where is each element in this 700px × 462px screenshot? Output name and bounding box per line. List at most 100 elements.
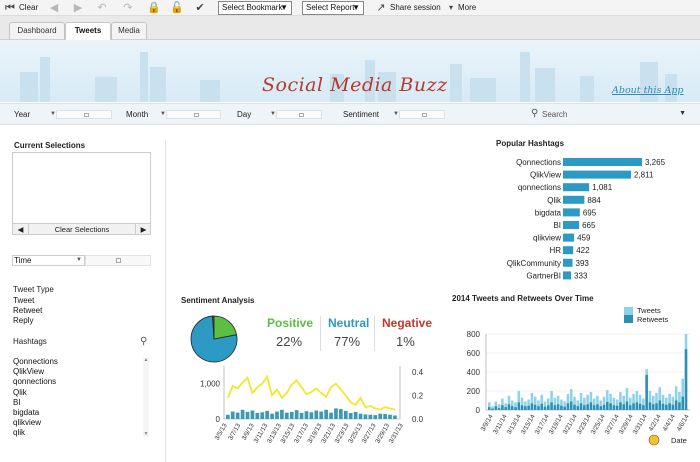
list-item[interactable]: qonnections <box>13 377 57 386</box>
chevron-down-icon[interactable]: ▼ <box>393 111 399 117</box>
legend-swatch-tweets <box>624 307 633 315</box>
list-item[interactable]: BI <box>13 398 21 407</box>
sentiment-filter-box[interactable] <box>399 110 445 119</box>
list-item[interactable]: Reply <box>13 316 34 325</box>
neutral-label: Neutral <box>328 316 370 330</box>
chart-title: 2014 Tweets and Retweets Over Time <box>452 294 594 303</box>
bar-category-label: qlikview <box>533 234 561 243</box>
bar <box>388 414 392 419</box>
bar <box>294 410 299 419</box>
bar-tweets <box>602 396 606 410</box>
select-report-dropdown[interactable]: Select Report ▼ <box>302 1 364 15</box>
search-input[interactable]: ⚲ Search ▼ <box>530 107 686 122</box>
list-item[interactable]: Retweet <box>13 306 43 315</box>
time-select[interactable]: Time ▼ <box>12 255 151 266</box>
panel-divider <box>165 140 166 462</box>
bar-retweets <box>530 403 534 410</box>
bar-category-label: GartnerBI <box>526 271 561 280</box>
redo-icon[interactable]: ↷ <box>123 2 133 14</box>
forward-icon[interactable]: ▶ <box>73 2 83 14</box>
chevron-down-icon[interactable]: ▼ <box>76 257 82 263</box>
chevron-down-icon[interactable]: ▼ <box>160 111 166 117</box>
chevron-down-icon[interactable]: ▼ <box>679 110 686 117</box>
year-filter-box[interactable] <box>56 110 112 119</box>
list-item[interactable]: bigdata <box>13 408 40 417</box>
x-tick-label: 3/31/14 <box>632 413 649 436</box>
bar-tweets <box>560 399 563 410</box>
scroll-left-icon[interactable]: ◀ <box>13 224 29 235</box>
more-icon[interactable]: ▾ <box>448 3 453 12</box>
tab-media[interactable]: Media <box>111 22 147 39</box>
popular-hashtags-chart: Qonnections 3,265 QlikView 2,811 qonnections… <box>507 158 666 280</box>
bar <box>563 195 585 204</box>
select-bookmark-label: Select Bookmark <box>222 3 283 12</box>
bar <box>563 183 590 192</box>
filter-bar: Year ▼ Month ▼ Day ▼ Sentiment ▼ <box>0 103 700 125</box>
more-button[interactable]: More <box>458 3 477 12</box>
list-item[interactable]: qlikview <box>13 418 42 427</box>
bar-retweets <box>661 403 665 410</box>
day-filter-label[interactable]: Day <box>237 110 252 119</box>
month-filter-box[interactable] <box>166 110 221 119</box>
bar-retweets <box>615 405 619 410</box>
bar-tweets <box>674 386 678 410</box>
bar-tweets <box>550 391 553 410</box>
bar-tweets <box>501 398 504 410</box>
chevron-down-icon[interactable]: ▼ <box>270 111 276 117</box>
bar-value-label: 393 <box>576 259 590 268</box>
bar-tweets <box>566 393 570 410</box>
list-item[interactable]: Tweet <box>13 296 35 305</box>
share-session-button[interactable]: Share session <box>390 3 441 12</box>
scrollbar[interactable]: ▲ ▼ <box>143 357 149 437</box>
tab-tweets[interactable]: Tweets <box>65 22 111 40</box>
bar <box>563 258 573 267</box>
list-item[interactable]: Qlik <box>13 388 27 397</box>
toolbar: ⏮ Clear ◀ ▶ ↶ ↷ 🔒 🔓 ✔ Select Bookmark ▼ S… <box>0 0 700 16</box>
tab-dashboard[interactable]: Dashboard <box>9 22 65 39</box>
list-item[interactable]: QlikView <box>13 367 44 376</box>
back-icon[interactable]: ◀ <box>49 2 59 14</box>
bar-retweets <box>625 401 629 410</box>
scroll-right-icon[interactable]: ▶ <box>135 224 151 235</box>
bar-retweets <box>553 405 557 410</box>
bar-tweets <box>609 393 612 410</box>
bar-tweets <box>678 391 681 410</box>
tweet-type-title: Tweet Type <box>13 285 54 294</box>
bar-retweets <box>576 406 580 410</box>
bar-tweets <box>655 392 658 410</box>
bar-tweets <box>533 396 537 410</box>
y-tick-label: 0 <box>216 415 221 424</box>
check-icon[interactable]: ✔ <box>195 2 205 14</box>
day-filter-box[interactable] <box>276 110 322 119</box>
year-filter-label[interactable]: Year <box>14 110 31 119</box>
bar-category-label: bigdata <box>535 208 562 217</box>
search-icon: ⚲ <box>531 108 539 119</box>
bar <box>284 412 289 419</box>
share-icon[interactable]: ↗ <box>376 2 386 14</box>
bar-retweets <box>510 406 514 410</box>
clear-selections-button[interactable]: Clear Selections <box>54 225 110 234</box>
chevron-down-icon[interactable]: ▼ <box>50 111 56 117</box>
bar <box>299 412 304 419</box>
bar-value-label: 459 <box>577 234 591 243</box>
clear-icon[interactable]: ⏮ <box>5 2 15 14</box>
month-filter-label[interactable]: Month <box>126 110 149 119</box>
lock-icon[interactable]: 🔒 <box>147 2 161 14</box>
bar-value-label: 333 <box>574 271 588 280</box>
bar-tweets <box>619 391 622 410</box>
select-bookmark-dropdown[interactable]: Select Bookmark ▼ <box>218 1 292 15</box>
bar-tweets <box>504 403 507 410</box>
about-link[interactable]: About this App <box>612 85 684 96</box>
list-item[interactable]: Qonnections <box>13 357 58 366</box>
bar <box>563 233 575 242</box>
bar-retweets <box>556 404 560 410</box>
sentiment-filter-label[interactable]: Sentiment <box>343 110 380 119</box>
search-icon[interactable]: ⚲ <box>140 336 148 347</box>
bar-tweets <box>648 391 652 410</box>
bar-tweets <box>494 401 498 410</box>
undo-icon[interactable]: ↶ <box>97 2 107 14</box>
clear-button[interactable]: Clear <box>19 3 39 12</box>
list-item[interactable]: qlik <box>13 428 26 437</box>
unlock-icon[interactable]: 🔓 <box>170 2 184 14</box>
bar-retweets <box>504 407 507 410</box>
